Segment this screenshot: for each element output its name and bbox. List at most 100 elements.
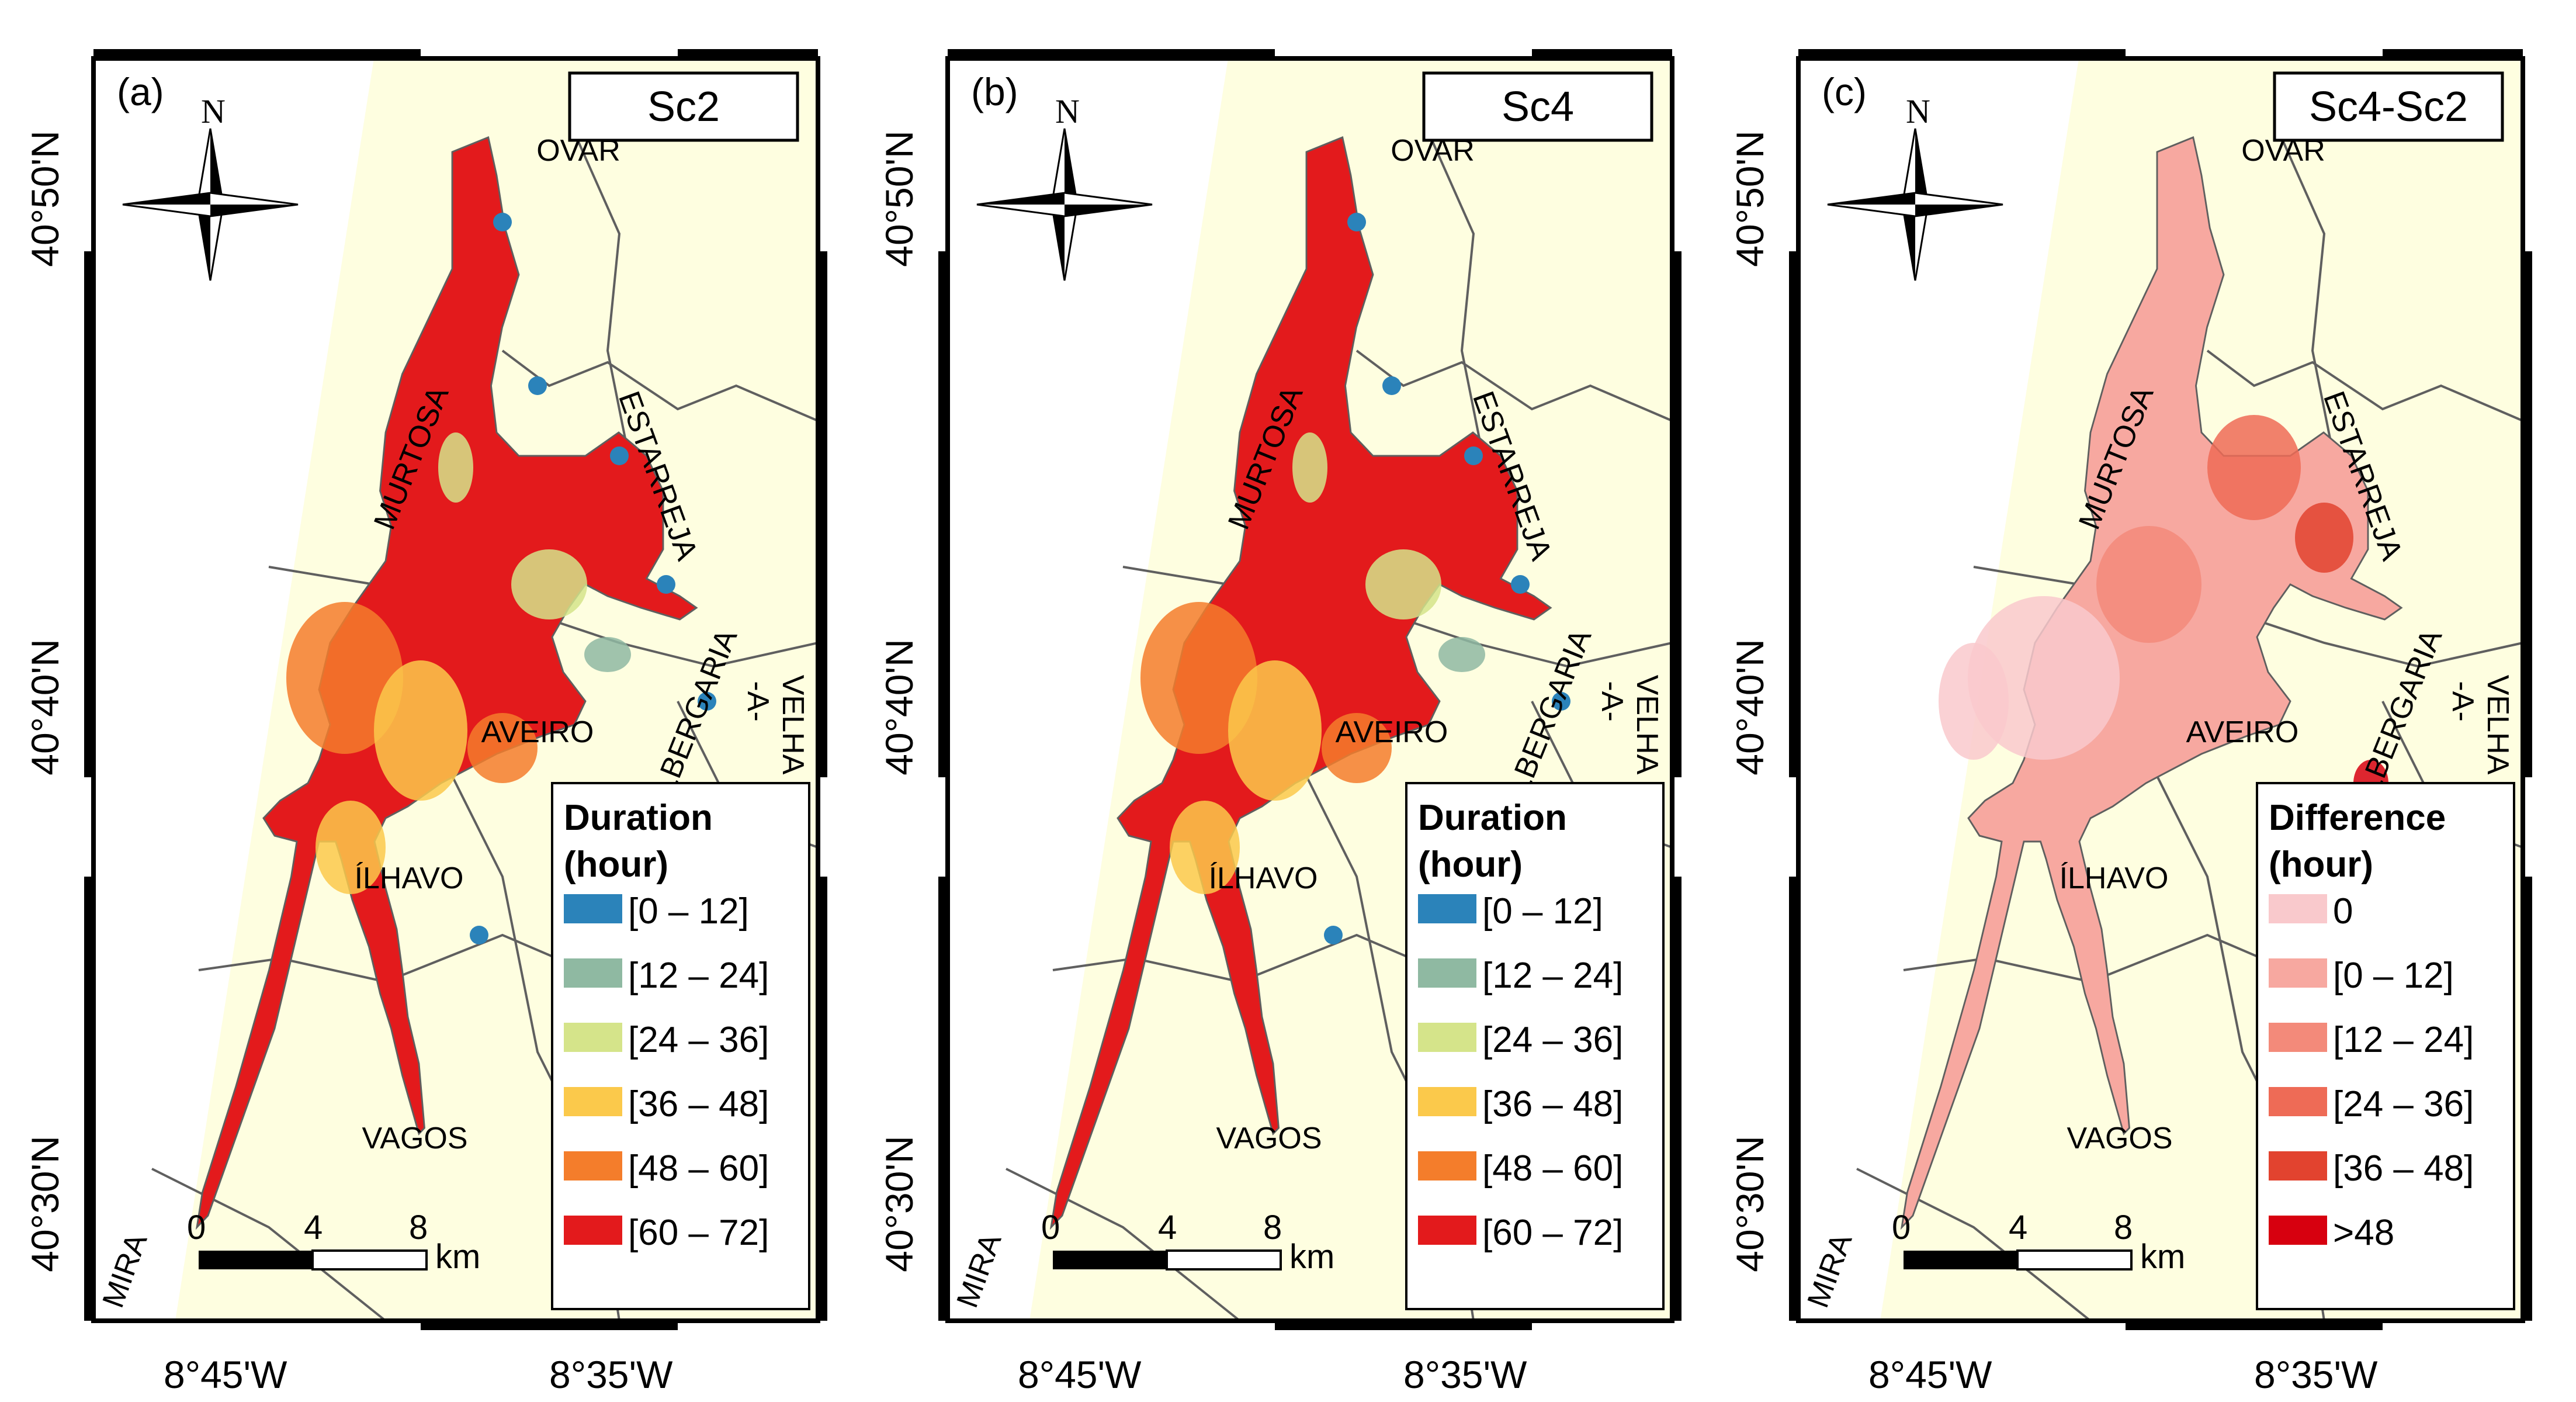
flood-class-patch <box>438 432 473 503</box>
scale-label-8: 8 <box>2114 1209 2133 1247</box>
flood-class-patch <box>1170 801 1240 894</box>
boundary-line <box>1856 1168 2092 1322</box>
boundary-line <box>571 128 632 468</box>
flood-class-patch <box>467 713 538 783</box>
place-label-ovar: OVAR <box>1391 134 1475 168</box>
latitude-label: 40°50'N <box>1728 130 1771 266</box>
place-label-aveiro: AVEIRO <box>1336 715 1448 749</box>
legend-label: [36 – 48] <box>2333 1148 2474 1189</box>
place-label-ilhavo: ÍLHAVO <box>1209 861 1318 895</box>
boundary-line <box>1426 128 1486 468</box>
legend-label: [36 – 48] <box>628 1084 769 1124</box>
legend-label: [24 – 36] <box>1482 1020 1623 1060</box>
legend-unit: (hour) <box>564 844 668 885</box>
scenario-title: Sc2 <box>647 84 720 130</box>
boundary-line <box>2206 349 2523 422</box>
flood-edge-patch <box>470 926 488 944</box>
flood-class-patch <box>1365 549 1441 619</box>
place-label-ilhavo: ÍLHAVO <box>355 861 464 895</box>
scale-unit: km <box>2140 1238 2185 1276</box>
longitude-label: 8°35'W <box>2254 1353 2378 1396</box>
graticule-bar <box>1789 877 1798 1321</box>
north-arrow-icon <box>1827 128 2003 281</box>
place-label-aveiro: AVEIRO <box>2186 715 2299 749</box>
place-label-velha: VELHA <box>2481 675 2515 775</box>
legend-unit: (hour) <box>2269 844 2373 885</box>
place-label-velha: VELHA <box>776 675 810 775</box>
flood-class-patch <box>2295 503 2353 573</box>
panel-label: (b) <box>971 70 1018 113</box>
graticule-bar <box>2523 251 2532 777</box>
flood-class-patch <box>1292 432 1327 503</box>
legend-swatch <box>2269 958 2327 988</box>
scale-bar-black <box>1904 1251 2017 1269</box>
title-box <box>1422 71 1653 142</box>
graticule-bar <box>1798 49 2126 58</box>
place-label-velha: VELHA <box>1630 675 1664 775</box>
legend-label: >48 <box>2333 1213 2394 1253</box>
legend-swatch <box>2269 1087 2327 1116</box>
legend-label: [12 – 24] <box>628 956 769 996</box>
latitude-label: 40°40'N <box>23 639 67 775</box>
legend-swatch <box>564 1216 622 1245</box>
legend-title: Difference <box>2269 798 2446 838</box>
place-label-albergaria-a: -A- <box>2446 681 2480 721</box>
graticule-bar <box>2383 49 2523 58</box>
latitude-label: 40°40'N <box>878 639 921 775</box>
legend-swatch <box>1418 1216 1476 1245</box>
longitude-label: 8°35'W <box>549 1353 673 1396</box>
legend-unit: (hour) <box>1418 844 1523 885</box>
latitude-label: 40°40'N <box>1728 639 1771 775</box>
graticule-bar <box>818 251 827 777</box>
place-label-vagos: VAGOS <box>362 1121 467 1155</box>
flood-class-patch <box>1939 643 2009 760</box>
boundary-line <box>2276 128 2337 468</box>
legend-label: [60 – 72] <box>628 1213 769 1253</box>
graticule-bar <box>1532 49 1672 58</box>
north-label: N <box>1906 92 1930 130</box>
legend-label: [0 – 12] <box>2333 956 2454 996</box>
latitude-label: 40°50'N <box>878 130 921 266</box>
scale-label-8: 8 <box>409 1209 428 1247</box>
flood-edge-patch <box>610 446 629 465</box>
longitude-label: 8°45'W <box>1018 1353 1142 1396</box>
legend-swatch <box>564 958 622 988</box>
flood-edge-patch <box>1464 446 1483 465</box>
flood-edge-patch <box>1382 376 1401 395</box>
legend-swatch <box>564 1023 622 1052</box>
flood-edge-patch <box>1552 692 1570 711</box>
flood-class-patch <box>1228 660 1322 801</box>
place-label-ilhavo: ÍLHAVO <box>2060 861 2169 895</box>
graticule-bar <box>818 877 827 1321</box>
flood-class-patch <box>2207 415 2301 520</box>
flood-edge-patch <box>657 575 675 594</box>
longitude-label: 8°35'W <box>1403 1353 1527 1396</box>
scale-bar-white <box>2016 1249 2133 1271</box>
graticule-bar <box>948 49 1275 58</box>
graticule-bar <box>421 1321 678 1330</box>
scale-label-4: 4 <box>1158 1209 1177 1247</box>
flood-edge-patch <box>698 692 716 711</box>
legend-label: [36 – 48] <box>1482 1084 1623 1124</box>
legend-label: [0 – 12] <box>1482 891 1603 932</box>
title-box <box>2273 71 2504 142</box>
place-label-ovar: OVAR <box>536 134 620 168</box>
north-label: N <box>1055 92 1080 130</box>
boundary-line <box>514 607 819 668</box>
legend-swatch <box>564 1151 622 1181</box>
scale-unit: km <box>1289 1238 1334 1276</box>
graticule-bar <box>2126 1321 2383 1330</box>
graticule-bar <box>1789 251 1798 777</box>
sea-area <box>1798 58 2079 1321</box>
flood-class-patch <box>316 801 386 894</box>
legend-swatch <box>1418 1151 1476 1181</box>
graticule-bar <box>1672 251 1681 777</box>
longitude-label: 8°45'W <box>164 1353 287 1396</box>
legend-swatch <box>2269 894 2327 923</box>
legend-swatch <box>1418 1023 1476 1052</box>
graticule-bar <box>678 49 818 58</box>
place-label-aveiro: AVEIRO <box>481 715 594 749</box>
